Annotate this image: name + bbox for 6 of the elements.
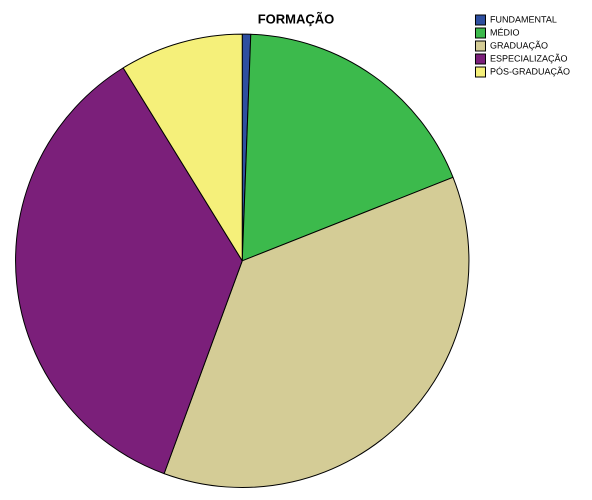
legend-label: MÉDIO xyxy=(490,27,520,38)
legend-label: GRADUAÇÃO xyxy=(490,40,548,50)
legend-label: ESPECIALIZAÇÃO xyxy=(490,53,568,64)
legend-label: PÓS-GRADUAÇÃO xyxy=(490,66,570,76)
legend-label: FUNDAMENTAL xyxy=(490,14,557,24)
chart-title: FORMAÇÃO xyxy=(258,11,334,26)
